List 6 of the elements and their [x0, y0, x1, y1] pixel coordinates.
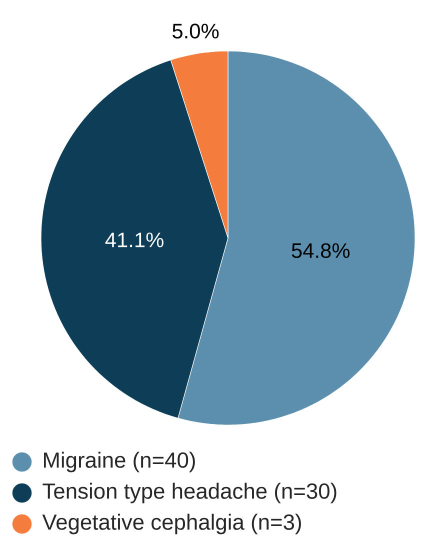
data-label: 54.8% — [292, 243, 350, 258]
data-label: 5.0% — [172, 24, 219, 38]
legend-label: Vegetative cephalgia (n=3) — [42, 514, 301, 534]
legend-label: Migraine (n=40) — [44, 452, 195, 472]
data-label: 41.1% — [105, 232, 164, 248]
legend-label: Tension type headache (n=30) — [42, 482, 336, 504]
